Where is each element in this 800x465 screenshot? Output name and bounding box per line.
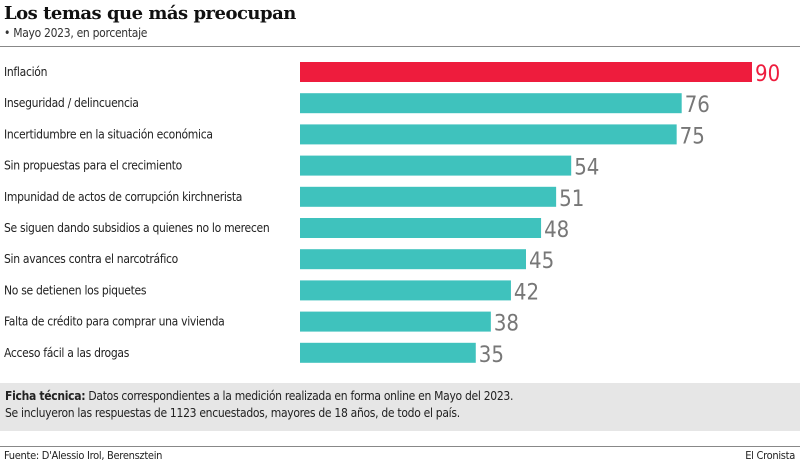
brand: El Cronista (745, 449, 795, 462)
value-label: 45 (529, 249, 554, 274)
bar (300, 124, 677, 145)
bar (300, 155, 572, 176)
value-label: 35 (479, 343, 504, 368)
source: Fuente: D'Alessio Irol, Berensztein (4, 449, 163, 462)
category-label: Falta de crédito para comprar una vivien… (4, 315, 224, 329)
bar (300, 62, 752, 82)
value-label: 76 (685, 93, 710, 118)
category-label: Impunidad de actos de corrupción kirchne… (4, 190, 242, 204)
header-divider (0, 46, 800, 47)
bar (300, 342, 476, 363)
bar (300, 311, 491, 332)
category-label: Se siguen dando subsidios a quienes no l… (4, 221, 269, 235)
value-label: 75 (680, 124, 705, 149)
value-label: 48 (544, 218, 569, 243)
note-label: Ficha técnica: (5, 389, 86, 403)
technical-note: Ficha técnica: Datos correspondientes a … (0, 383, 800, 431)
category-label: Inseguridad / delincuencia (4, 96, 139, 110)
value-label: 54 (574, 156, 599, 181)
value-label: 51 (559, 187, 584, 212)
category-label: Inflación (4, 65, 47, 79)
bar (300, 186, 557, 207)
footer-divider (0, 446, 800, 447)
value-label: 42 (514, 280, 539, 305)
bar (300, 280, 511, 301)
bar-chart: Inflación 90 Inseguridad / delincuencia 76 I… (4, 62, 780, 368)
bar (300, 93, 682, 114)
value-label: 90 (755, 62, 780, 87)
category-label: Acceso fácil a las drogas (4, 346, 130, 360)
chart-title: Los temas que más preocupan (4, 3, 296, 24)
category-label: Incertidumbre en la situación económica (4, 127, 213, 141)
bar (300, 249, 526, 270)
category-label: Sin avances contra el narcotráfico (4, 252, 179, 266)
bar (300, 218, 542, 238)
value-label: 38 (494, 312, 519, 337)
category-label: Sin propuestas para el crecimiento (4, 159, 183, 173)
category-label: No se detienen los piquetes (4, 283, 147, 297)
note-line-2: Se incluyeron las respuestas de 1123 enc… (5, 406, 460, 420)
note-line-1: Datos correspondientes a la medición rea… (85, 389, 514, 403)
chart-subtitle: • Mayo 2023, en porcentaje (4, 26, 148, 40)
